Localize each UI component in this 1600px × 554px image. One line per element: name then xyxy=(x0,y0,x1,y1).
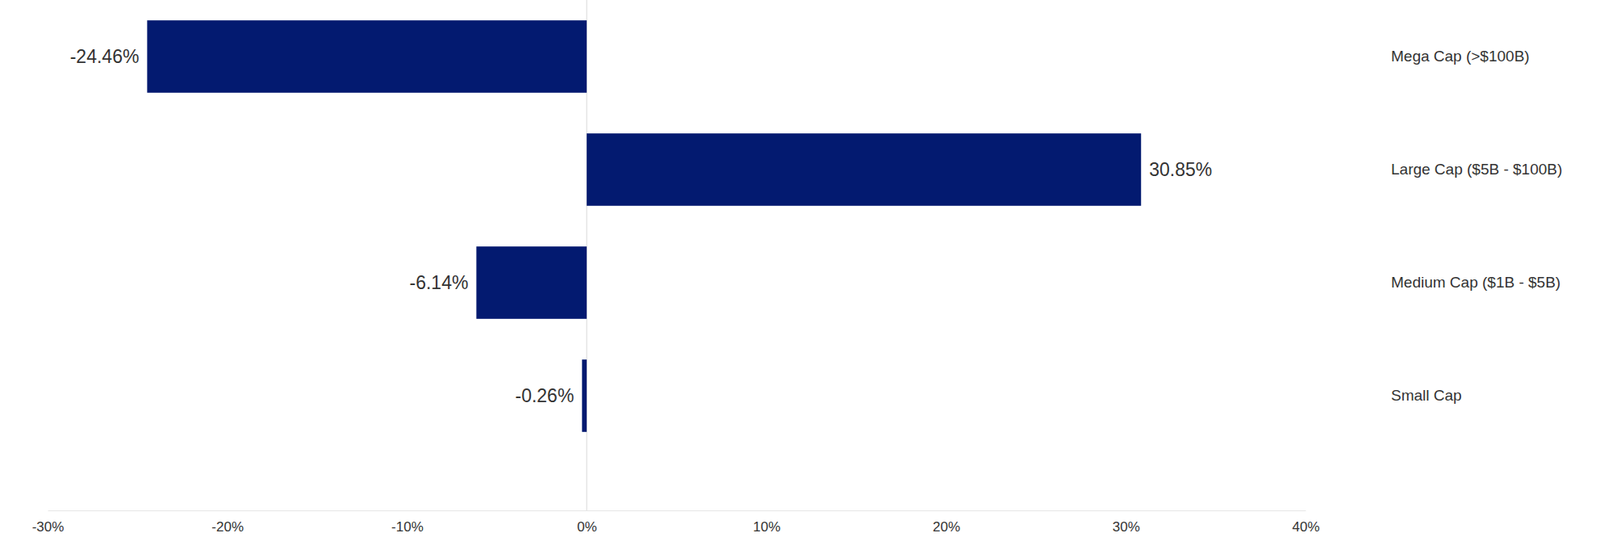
y-axis: Mega Cap (>$100B) Large Cap ($5B - $100B)… xyxy=(1391,47,1563,404)
x-axis: -30% -20% -10% 0% 10% 20% 30% 40% xyxy=(32,509,1321,535)
x-tick: -10% xyxy=(391,509,424,535)
y-tick: Mega Cap (>$100B) xyxy=(1391,47,1530,65)
x-axis-line xyxy=(48,509,1307,511)
x-tick: 30% xyxy=(1112,509,1141,535)
x-tick: -30% xyxy=(32,509,65,535)
bar xyxy=(476,246,587,319)
bar xyxy=(586,133,1141,206)
x-tick-label: 20% xyxy=(932,518,961,535)
data-label: -0.26% xyxy=(514,384,574,406)
x-tick-label: 0% xyxy=(576,518,598,535)
category-label: Medium Cap ($1B - $5B) xyxy=(1391,273,1561,291)
x-tick: 0% xyxy=(576,509,598,535)
x-tick: 20% xyxy=(932,509,961,535)
data-label: 30.85% xyxy=(1148,158,1212,180)
x-tick: 40% xyxy=(1291,509,1320,535)
y-tick: Large Cap ($5B - $100B) xyxy=(1391,160,1563,178)
bar xyxy=(146,20,587,93)
data-label: -24.46% xyxy=(70,45,140,67)
y-tick: Medium Cap ($1B - $5B) xyxy=(1391,273,1561,291)
category-label: Mega Cap (>$100B) xyxy=(1391,47,1530,65)
x-tick-label: -20% xyxy=(211,518,244,535)
x-tick-label: -10% xyxy=(391,518,424,535)
x-tick-label: -30% xyxy=(32,518,65,535)
y-tick: Small Cap xyxy=(1391,386,1463,404)
bar xyxy=(581,359,587,432)
category-label: Large Cap ($5B - $100B) xyxy=(1391,160,1563,178)
x-tick-label: 40% xyxy=(1291,518,1320,535)
chart: -24.46% 30.85% -6.14% -0.26% -30% -20% -10% 0% 1… xyxy=(0,0,1600,554)
x-tick: 10% xyxy=(752,509,781,535)
category-label: Small Cap xyxy=(1391,386,1463,404)
data-labels: -24.46% 30.85% -6.14% -0.26% xyxy=(70,45,1213,406)
data-label: -6.14% xyxy=(409,271,469,293)
bars xyxy=(146,20,1141,432)
x-tick-label: 10% xyxy=(752,518,781,535)
x-tick: -20% xyxy=(211,509,244,535)
x-tick-label: 30% xyxy=(1112,518,1141,535)
